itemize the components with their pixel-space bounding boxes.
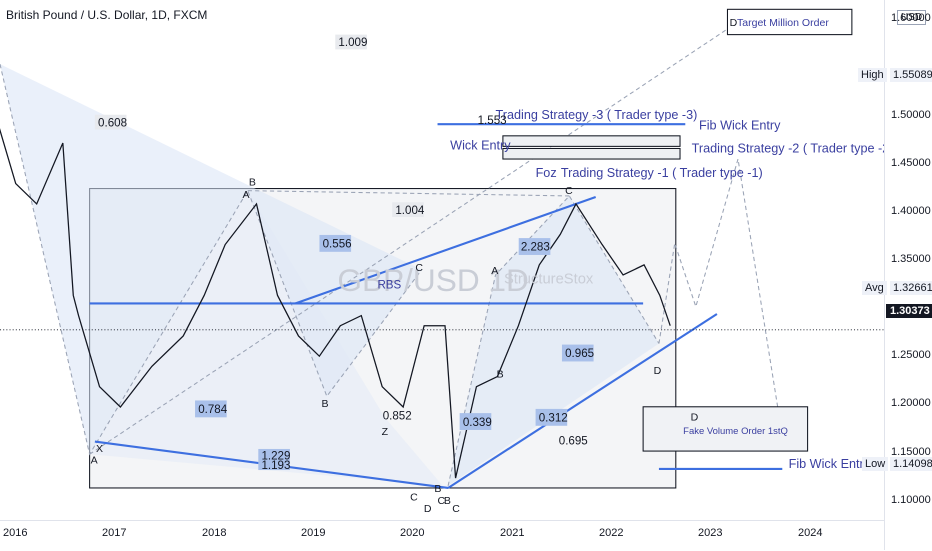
last-price-badge: 1.30373 [886,304,932,318]
ratio-bg-0 [335,34,367,50]
harmonic-fill-1 [0,64,422,455]
chart-title: British Pound / U.S. Dollar, 1D, FXCM [6,8,208,22]
avg-label: Avg [862,281,887,295]
high-label: High [858,68,887,82]
ratio-bg-6 [561,344,594,362]
price-tick-label: 1.10000 [891,494,931,506]
rbs-label: RBS [377,280,401,292]
price-tick-label: 1.25000 [891,349,931,361]
low-label: Low [862,457,889,471]
ratio-0339: 0.339 [463,417,492,429]
point-b-5: B [434,483,441,495]
time-tick-label: 2018 [202,527,227,539]
harmonic-fill-2 [448,195,659,486]
strategy3-label: Trading Strategy -3 ( Trader type -3) [496,108,698,122]
point-a-1: A [91,455,98,467]
wick-entry-box-1 [502,135,681,147]
time-tick-label: 2017 [102,527,127,539]
price-tick-label: 1.50000 [891,109,931,121]
point-b-2: B [322,398,329,410]
harmonic-fill-3 [89,190,443,486]
fake-volume-box [642,406,809,452]
point-d-3: D [691,411,699,423]
target-million-label: Target Million Order [737,17,829,29]
time-tick-label: 2020 [400,527,425,539]
strategy1-label: Trading Strategy -1 ( Trader type -1) [561,166,763,180]
ratio-bg-12 [258,448,290,471]
watermark-brand: StructureStox [504,271,594,287]
target-million-box [726,8,853,36]
ratio-0784: 0.784 [198,404,228,416]
time-tick-label: 2022 [599,527,624,539]
price-tick-label: 1.20000 [891,397,931,409]
ratio-bg-3 [392,202,424,218]
point-b-4: B [497,368,504,380]
point-a-2: A [242,189,249,201]
avg-value: 1.32661 [890,281,932,295]
fake-volume-label: Fake Volume Order 1stQ [683,426,788,437]
low-value: 1.14098 [890,457,932,471]
ratio-0695: 0.695 [559,436,588,448]
point-z: Z [382,426,389,438]
time-tick-label: 2016 [3,527,28,539]
ratio-0312: 0.312 [539,413,568,425]
time-tick-label: 2021 [500,527,525,539]
point-c-3: C [565,185,573,197]
ratio-2283: 2.283 [521,242,550,254]
point-d-1: D [730,17,738,29]
price-tick-label: 1.35000 [891,253,931,265]
time-tick-label: 2019 [301,527,326,539]
ratio-0852: 0.852 [383,410,412,422]
time-tick-label: 2024 [798,527,823,539]
wick-entry-label: Wick Entry [450,139,511,153]
dashed-projections [0,21,781,486]
ratio-1553: 1.553 [478,115,507,127]
ratio-1004: 1.004 [395,205,425,217]
point-d-2: D [654,365,662,377]
fib-wick-entry-top: Fib Wick Entry [699,119,781,133]
ratio-1009: 1.009 [338,37,367,49]
ratio-bg-1 [94,114,127,130]
time-tick-label: 2023 [698,527,723,539]
point-a-3: A [491,265,498,277]
ratio-bg-7 [195,400,227,418]
point-b-3: B [444,495,451,507]
point-c-5: C [438,495,446,507]
ratio-bg-5 [518,238,551,255]
ratio-0965: 0.965 [565,348,594,360]
strategy2-label: Trading Strategy -2 ( Trader type -2) [692,142,894,156]
ratio-bg-9 [459,413,492,430]
price-tick-label: 1.60000 [891,12,931,24]
fib-wick-entry-bottom: Fib Wick Entry [789,457,871,471]
ratio-0556: 0.556 [323,239,352,251]
point-d-4: D [424,503,432,515]
point-c-2: C [415,262,423,274]
point-x: X [96,443,103,455]
ratio-bg-4 [319,234,352,252]
point-b-1: B [249,176,256,188]
wick-entry-box-2 [502,147,681,160]
ratio-1229: 1.229 [261,451,290,463]
ratio-bg-10 [535,408,568,426]
price-tick-label: 1.45000 [891,157,931,169]
point-c-4: C [410,492,418,504]
ratio-0608: 0.608 [98,117,127,129]
price-tick-label: 1.15000 [891,446,931,458]
watermark-symbol: GBP/USD 1D [337,262,528,298]
currency-badge[interactable]: USD [897,10,927,25]
point-c-1: C [452,503,460,515]
time-axis[interactable] [0,520,884,551]
ratio-1193: 1.193 [261,460,290,472]
price-series-line [0,128,671,479]
price-tick-label: 1.40000 [891,205,931,217]
high-value: 1.55089 [890,68,932,82]
foz-label: Foz [536,166,557,180]
